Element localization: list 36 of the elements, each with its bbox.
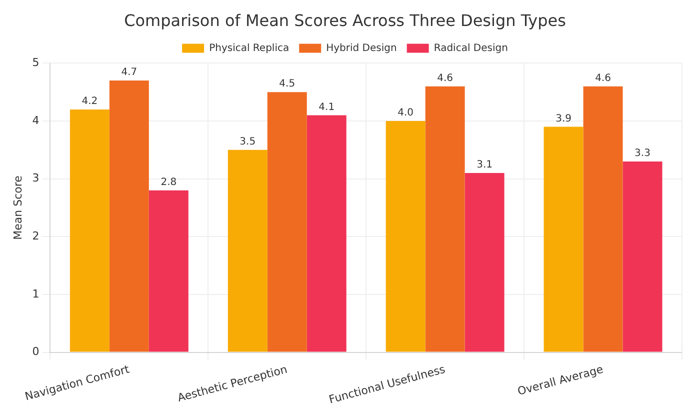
bar <box>464 173 504 352</box>
bar <box>386 121 426 352</box>
data-label: 4.5 <box>279 78 296 90</box>
y-tick-label: 3 <box>32 172 40 185</box>
bar <box>228 150 268 352</box>
bar <box>267 92 307 352</box>
x-tick-label: Overall Average <box>516 362 605 398</box>
data-label: 4.0 <box>398 108 414 119</box>
data-label: 4.6 <box>437 72 454 84</box>
y-tick-label: 1 <box>32 287 40 300</box>
data-label: 3.9 <box>556 113 572 124</box>
y-tick-label: 5 <box>32 56 40 70</box>
bar <box>544 126 584 352</box>
bar <box>70 109 110 352</box>
bar <box>306 115 346 352</box>
data-label: 3.3 <box>634 148 650 160</box>
data-label: 4.2 <box>82 96 98 108</box>
data-label: 3.1 <box>476 160 493 171</box>
data-label: 4.1 <box>318 102 335 113</box>
bar <box>622 161 662 352</box>
y-axis-title: Mean Score <box>11 175 24 240</box>
data-label: 2.8 <box>160 176 177 188</box>
y-tick-label: 4 <box>32 114 40 127</box>
y-tick-label: 0 <box>32 345 40 358</box>
bar <box>109 80 149 352</box>
bar <box>425 86 465 352</box>
data-label: 3.5 <box>240 136 256 148</box>
bar <box>583 86 623 352</box>
legend-label: Hybrid Design <box>326 42 397 54</box>
chart-title: Comparison of Mean Scores Across Three Design Types <box>124 10 566 30</box>
data-label: 4.7 <box>121 67 138 78</box>
legend-label: Physical Replica <box>209 42 290 54</box>
data-label: 4.6 <box>595 72 611 84</box>
bar <box>148 190 188 352</box>
legend-label: Radical Design <box>434 42 508 54</box>
y-tick-label: 2 <box>32 229 40 242</box>
